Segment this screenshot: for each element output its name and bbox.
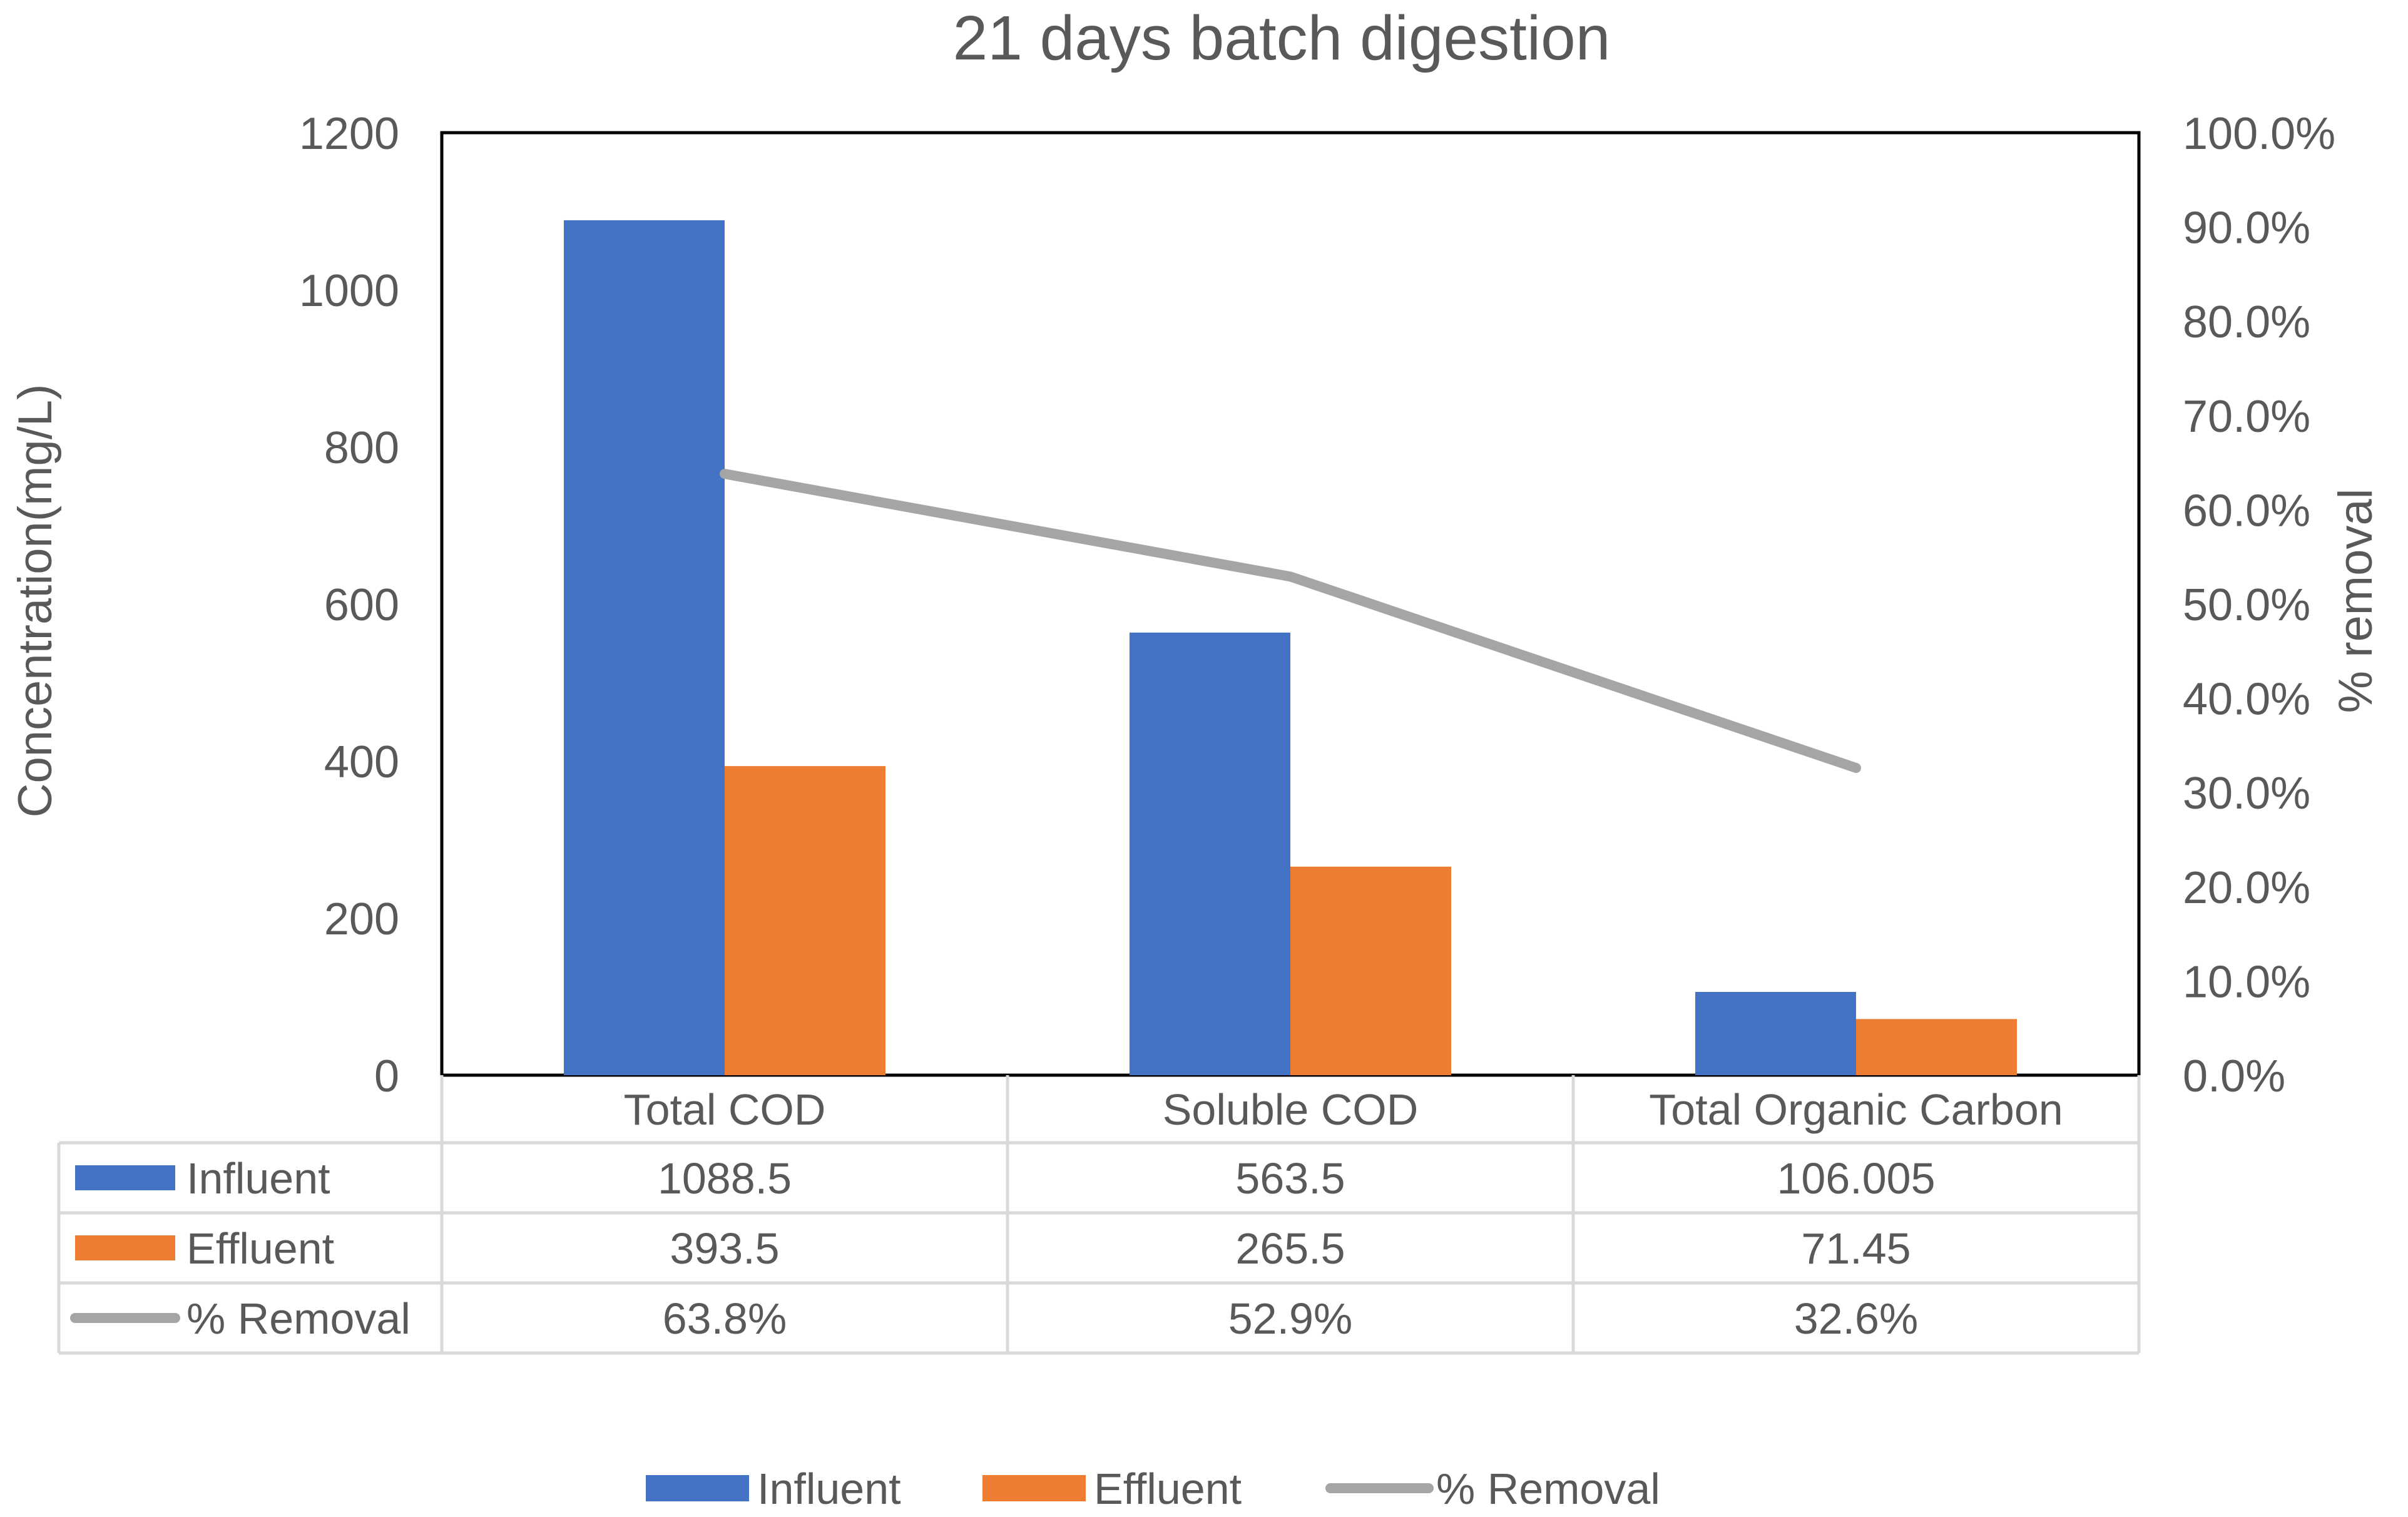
table-key-effluent	[75, 1235, 175, 1260]
y2-tick-label: 0.0%	[2183, 1051, 2285, 1101]
table-row-label: Influent	[186, 1154, 330, 1203]
line-point-2	[1855, 767, 1857, 769]
table-cell-value: 265.5	[1235, 1224, 1345, 1273]
bar-effluent-0	[725, 766, 885, 1075]
legend-label: Effluent	[1094, 1464, 1242, 1513]
bar-effluent-1	[1290, 866, 1451, 1075]
y2-tick-label: 20.0%	[2183, 863, 2310, 913]
y-tick-label: 800	[324, 423, 399, 473]
legend-key-effluent	[982, 1475, 1086, 1501]
table-cell-value: 393.5	[670, 1224, 779, 1273]
table-cell-value: 106.005	[1777, 1154, 1935, 1203]
table-cell-value: 71.45	[1801, 1224, 1911, 1273]
table-cell-value: 1088.5	[658, 1154, 792, 1203]
bar-effluent-2	[1856, 1019, 2017, 1075]
y2-tick-label: 40.0%	[2183, 675, 2310, 725]
bar-influent-0	[564, 220, 725, 1075]
table-row-label: Effluent	[186, 1224, 334, 1273]
y-tick-label: 0	[374, 1051, 399, 1101]
category-label: Total Organic Carbon	[1649, 1085, 2063, 1134]
bar-influent-2	[1695, 991, 1856, 1075]
line-point-1	[1290, 576, 1291, 578]
y2-tick-label: 30.0%	[2183, 769, 2310, 819]
table-cell-value: 32.6%	[1794, 1294, 1918, 1343]
legend-key-influent	[646, 1475, 749, 1501]
legend-label: % Removal	[1436, 1464, 1660, 1513]
table-cell-value: 63.8%	[663, 1294, 787, 1343]
y2-axis-label: % removal	[2329, 489, 2382, 713]
y-axis-label: Concentration(mg/L)	[9, 384, 62, 818]
table-key-influent	[75, 1165, 175, 1190]
y2-tick-label: 90.0%	[2183, 203, 2310, 253]
y-axis-ticks: 0 200 400 600 800 1000 1200	[299, 109, 399, 1101]
bar-influent-1	[1130, 632, 1290, 1075]
legend: Influent Effluent % Removal	[646, 1464, 1660, 1513]
y2-axis-ticks: 0.0% 10.0% 20.0% 30.0% 40.0% 50.0% 60.0% 70.0% 8…	[2183, 109, 2335, 1101]
line-point-0	[724, 473, 725, 475]
y-tick-label: 400	[324, 737, 399, 787]
y2-tick-label: 60.0%	[2183, 486, 2310, 536]
legend-label: Influent	[757, 1464, 901, 1513]
bar-series	[564, 220, 2017, 1075]
y2-tick-label: 50.0%	[2183, 580, 2310, 630]
y2-tick-label: 10.0%	[2183, 957, 2310, 1007]
y-tick-label: 600	[324, 580, 399, 630]
chart-title: 21 days batch digestion	[953, 3, 1611, 73]
line-series	[720, 469, 1861, 774]
category-label: Total COD	[624, 1085, 826, 1134]
y2-tick-label: 80.0%	[2183, 297, 2310, 347]
y2-tick-label: 100.0%	[2183, 109, 2335, 159]
y-tick-label: 1000	[299, 266, 399, 316]
data-table: Total COD Soluble COD Total Organic Carbon…	[57, 1075, 2141, 1355]
table-row-label: % Removal	[186, 1294, 411, 1343]
y2-tick-label: 70.0%	[2183, 392, 2310, 442]
table-cell-value: 563.5	[1235, 1154, 1345, 1203]
y-tick-label: 200	[324, 894, 399, 944]
category-label: Soluble COD	[1163, 1085, 1419, 1134]
y-tick-label: 1200	[299, 109, 399, 159]
table-cell-value: 52.9%	[1228, 1294, 1352, 1343]
